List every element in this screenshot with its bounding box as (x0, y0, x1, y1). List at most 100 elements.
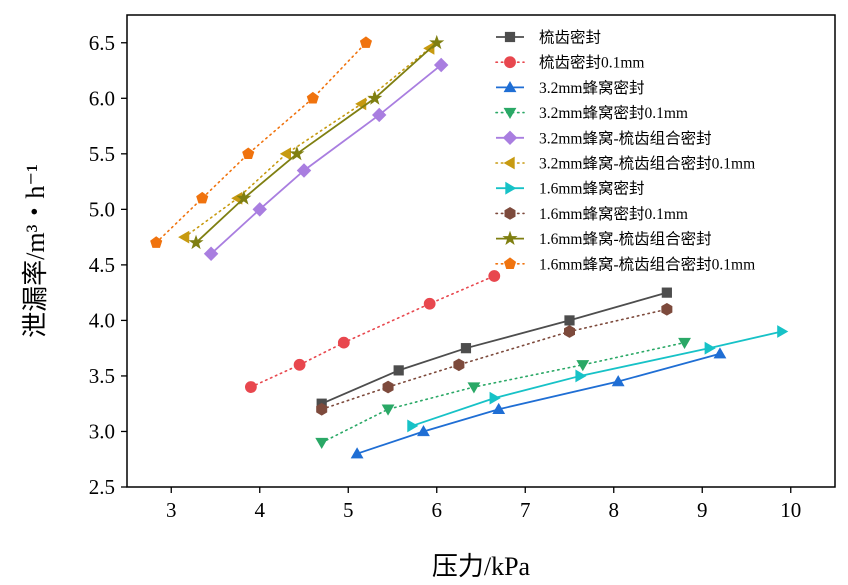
x-tick-label: 7 (520, 498, 531, 522)
y-tick-label: 2.5 (89, 475, 115, 499)
data-point (453, 358, 465, 372)
legend-marker (503, 257, 517, 269)
data-point (704, 341, 716, 355)
data-point (429, 34, 445, 50)
legend-label: 1.6mm蜂窝密封 (539, 180, 645, 198)
legend-marker (505, 181, 517, 195)
data-point (289, 145, 305, 161)
x-tick-label: 6 (432, 498, 443, 522)
legend-label: 梳齿密封0.1mm (539, 54, 645, 72)
data-point (492, 402, 506, 414)
legend-marker (504, 207, 516, 220)
data-point (359, 36, 373, 48)
data-point (661, 302, 673, 316)
y-tick-label: 6.5 (89, 31, 115, 55)
data-point (417, 425, 430, 437)
series-8 (316, 302, 673, 416)
data-point (423, 297, 436, 310)
series-9 (188, 34, 445, 250)
y-tick-label: 5.0 (89, 197, 115, 221)
legend-marker (503, 81, 517, 93)
data-point (489, 391, 501, 405)
data-point (252, 202, 267, 217)
legend-marker (502, 130, 518, 146)
data-point (433, 57, 449, 73)
legend-label: 3.2mm蜂窝密封0.1mm (539, 104, 688, 122)
data-point (203, 246, 219, 262)
data-point (661, 287, 672, 298)
series-4 (315, 337, 691, 449)
y-tick-label: 5.5 (89, 142, 115, 166)
series-line (320, 308, 668, 411)
legend-marker (504, 56, 516, 69)
y-tick-label: 3.5 (89, 364, 115, 388)
data-point (467, 382, 481, 394)
series-5 (203, 57, 449, 262)
legend-item-8: 1.6mm蜂窝密封0.1mm (495, 205, 688, 223)
series-3 (350, 347, 727, 459)
series-line (155, 41, 367, 244)
data-point (316, 402, 328, 416)
series-line (321, 291, 668, 405)
series-6 (178, 41, 435, 244)
series-line (320, 341, 686, 444)
data-point (367, 90, 383, 105)
data-point (371, 107, 387, 123)
legend-item-7: 1.6mm蜂窝密封 (496, 180, 645, 198)
x-tick-label: 5 (343, 498, 354, 522)
x-tick-label: 10 (780, 498, 801, 522)
series-line (183, 47, 431, 238)
legend-label: 3.2mm蜂窝密封 (539, 79, 645, 97)
plot-frame (126, 14, 836, 488)
legend-label: 3.2mm蜂窝-梳齿组合密封0.1mm (539, 155, 755, 173)
data-point (296, 163, 312, 178)
data-point (678, 337, 691, 350)
legend-marker (502, 230, 518, 245)
data-point (244, 381, 257, 393)
legend-marker (504, 31, 516, 43)
legend-label: 1.6mm蜂窝密封0.1mm (539, 205, 688, 223)
y-tick-label: 3.0 (89, 419, 115, 443)
y-tick-label: 4.0 (89, 308, 115, 332)
data-point (150, 236, 163, 248)
data-point (293, 358, 306, 371)
legend-item-1: 梳齿密封 (496, 29, 601, 47)
legend-label: 1.6mm蜂窝-梳齿组合密封 (539, 230, 712, 248)
data-point (713, 347, 727, 359)
data-point (188, 234, 204, 250)
data-point (460, 343, 472, 354)
series-10 (150, 36, 373, 248)
data-point (306, 91, 319, 104)
data-point (576, 360, 590, 372)
y-axis-title: 泄漏率/m³・h⁻¹ (21, 164, 50, 338)
legend-item-6: 3.2mm蜂窝-梳齿组合密封0.1mm (495, 155, 755, 173)
series-line (195, 42, 438, 244)
data-point (423, 41, 435, 55)
y-tick-label: 6.0 (89, 86, 115, 110)
series-2 (244, 270, 501, 393)
data-point (315, 437, 329, 449)
data-point (564, 315, 575, 326)
legend-item-10: 1.6mm蜂窝-梳齿组合密封0.1mm (495, 255, 755, 273)
x-tick-label: 3 (166, 498, 177, 522)
data-point (393, 365, 404, 376)
data-point (611, 375, 625, 387)
legend-label: 1.6mm蜂窝-梳齿组合密封0.1mm (539, 255, 755, 273)
data-point (407, 419, 419, 433)
legend-marker (503, 156, 515, 170)
data-point (488, 270, 501, 282)
legend-label: 梳齿密封 (539, 29, 601, 47)
legend-item-3: 3.2mm蜂窝密封 (496, 79, 645, 97)
x-tick-label: 8 (609, 498, 620, 522)
data-point (381, 404, 395, 416)
series-1 (316, 287, 672, 409)
series-7 (407, 325, 789, 433)
data-point (563, 325, 576, 338)
data-point (777, 325, 789, 338)
data-point (575, 369, 587, 383)
data-point (350, 447, 364, 459)
legend-item-5: 3.2mm蜂窝-梳齿组合密封 (496, 129, 712, 147)
series-line (210, 64, 442, 255)
legend-label: 3.2mm蜂窝-梳齿组合密封 (539, 129, 712, 147)
